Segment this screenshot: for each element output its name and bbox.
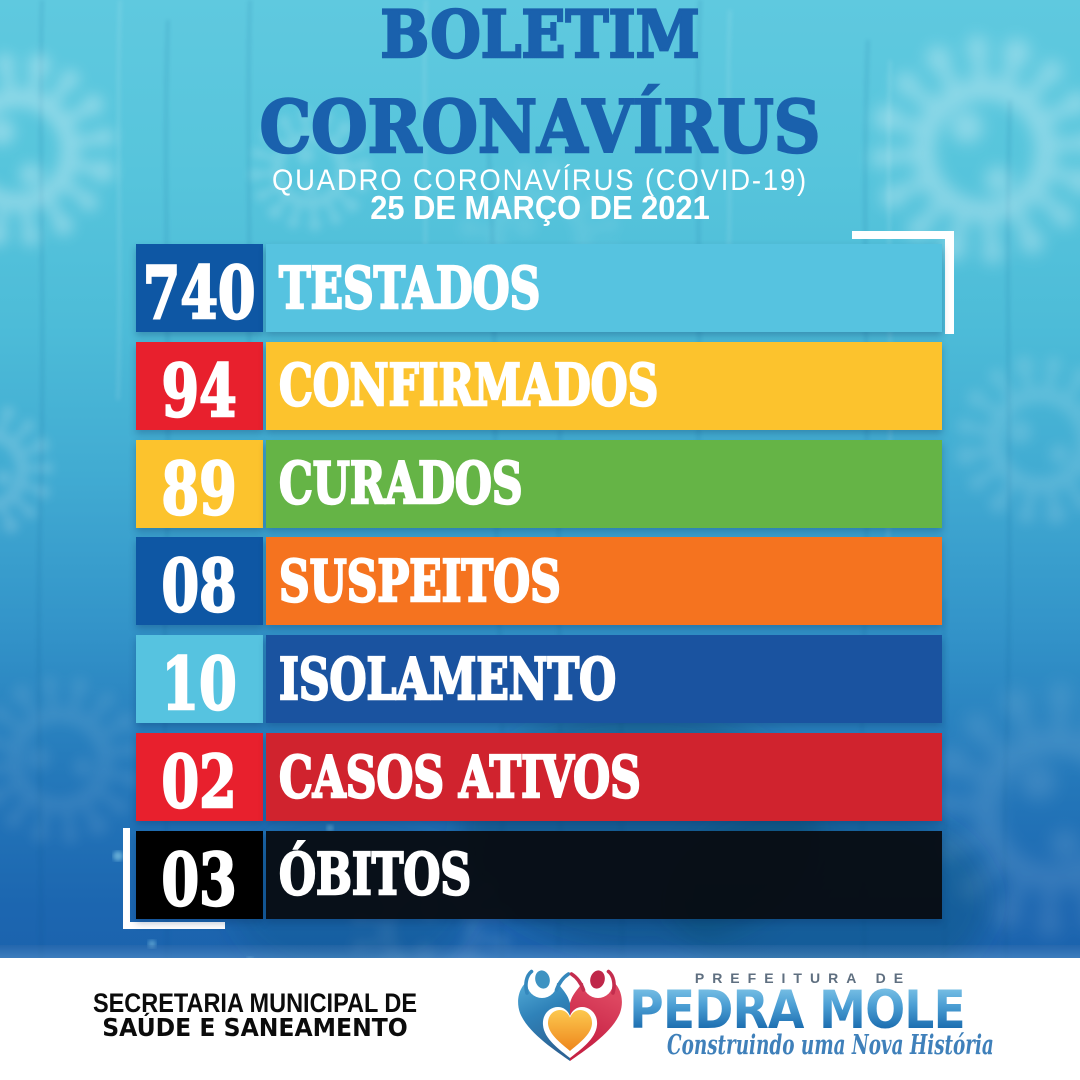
- city-hall-logo-icon: [518, 969, 622, 1061]
- stat-value: 89: [161, 445, 238, 531]
- stat-value-box: 02: [136, 733, 263, 825]
- corner-bracket-top-right: [852, 231, 954, 334]
- footer: SECRETARIA MUNICIPAL DE SAÚDE E SANEAMEN…: [0, 958, 1080, 1080]
- stat-label: ÓBITOS: [278, 841, 472, 909]
- pre-footer-band: [0, 945, 1080, 958]
- title-line-1: BOLETIM: [379, 0, 701, 73]
- stat-value-box: 03: [136, 830, 263, 922]
- stat-row-óbitos: 03 ÓBITOS: [136, 830, 942, 922]
- stat-value: 94: [161, 347, 238, 433]
- department-name: SECRETARIA MUNICIPAL DE SAÚDE E SANEAMEN…: [55, 988, 455, 1042]
- logo-slogan: Construindo uma Nova História: [667, 1030, 994, 1061]
- stat-row-testados: 740 TESTADOS: [136, 244, 942, 332]
- stat-value: 08: [161, 543, 238, 629]
- stat-row-confirmados: 94 CONFIRMADOS: [136, 341, 942, 433]
- stat-row-curados: 89 CURADOS: [136, 439, 942, 531]
- stat-value-box: 94: [136, 341, 263, 433]
- stat-label: TESTADOS: [278, 254, 541, 322]
- stat-value-box: 10: [136, 635, 263, 727]
- stat-value-box: 08: [136, 537, 263, 629]
- logo-prefix-text: PREFEITURA DE: [694, 970, 912, 986]
- bulletin-date: 25 DE MARÇO DE 2021: [370, 189, 710, 226]
- stat-row-casos-ativos: 02 CASOS ATIVOS: [136, 733, 942, 825]
- stat-value-box: 89: [136, 439, 263, 531]
- stat-label: CURADOS: [278, 450, 523, 518]
- stat-label: SUSPEITOS: [278, 547, 562, 615]
- department-line-1: SECRETARIA MUNICIPAL DE: [92, 988, 418, 1018]
- stat-value: 10: [161, 641, 238, 727]
- title-line-2: CORONAVÍRUS: [258, 84, 821, 169]
- stat-value-box: 740: [136, 244, 263, 332]
- stat-label-bar: SUSPEITOS: [266, 537, 942, 626]
- subtitle: QUADRO CORONAVÍRUS (COVID-19): [271, 164, 809, 197]
- logo-city-name: PEDRA MOLE: [619, 984, 975, 1037]
- corner-bracket-bottom-left: [123, 828, 225, 929]
- stat-value: 740: [142, 250, 257, 335]
- stat-label: CASOS ATIVOS: [278, 743, 642, 811]
- stat-row-isolamento: 10 ISOLAMENTO: [136, 635, 942, 727]
- stat-label: ISOLAMENTO: [278, 645, 617, 713]
- stat-value: 03: [161, 836, 238, 922]
- stat-label-bar: TESTADOS: [266, 244, 942, 332]
- stat-label-bar: CURADOS: [266, 439, 942, 528]
- stat-label-bar: ÓBITOS: [266, 830, 942, 919]
- stat-label-bar: ISOLAMENTO: [266, 635, 942, 724]
- stat-row-suspeitos: 08 SUSPEITOS: [136, 537, 942, 629]
- heart-icon: [547, 1010, 593, 1051]
- stat-label-bar: CONFIRMADOS: [266, 341, 942, 430]
- stat-value: 02: [161, 739, 238, 825]
- stat-label-bar: CASOS ATIVOS: [266, 733, 942, 822]
- stat-label: CONFIRMADOS: [278, 352, 659, 420]
- department-line-2: SAÚDE E SANEAMENTO: [102, 1013, 408, 1042]
